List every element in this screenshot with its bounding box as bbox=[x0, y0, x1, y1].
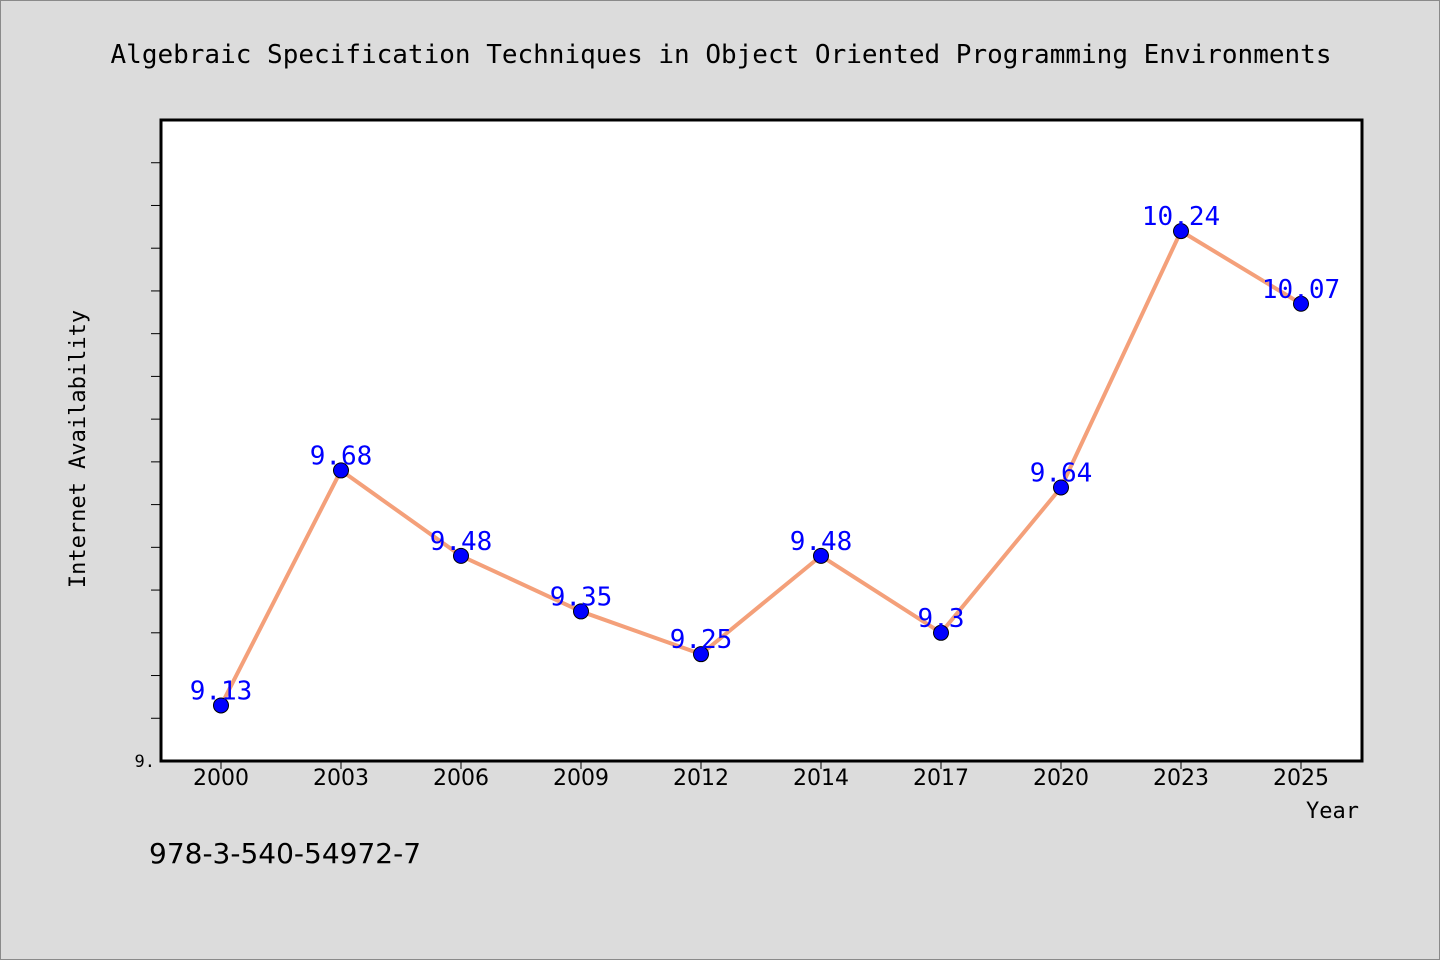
data-label: 10.07 bbox=[1262, 275, 1340, 305]
data-label: 9.64 bbox=[1030, 459, 1093, 489]
data-point bbox=[1053, 479, 1069, 496]
x-tick-label: 2012 bbox=[673, 766, 729, 791]
y-axis-ticks: 9. bbox=[135, 162, 161, 772]
data-label: 9.13 bbox=[190, 676, 253, 706]
x-tick-label: 2020 bbox=[1033, 766, 1089, 791]
data-point bbox=[1173, 223, 1189, 240]
data-label: 9.68 bbox=[310, 441, 373, 471]
data-label: 10.24 bbox=[1142, 202, 1220, 232]
y-axis-label: Internet Availability bbox=[66, 310, 91, 588]
x-tick-label: 2006 bbox=[433, 766, 489, 791]
data-point bbox=[933, 624, 949, 641]
data-label: 9.48 bbox=[430, 527, 493, 557]
series-line bbox=[219, 229, 1303, 708]
data-label: 9.3 bbox=[918, 604, 965, 634]
data-label: 9.35 bbox=[550, 582, 613, 612]
data-point bbox=[333, 462, 349, 479]
data-point bbox=[573, 603, 589, 620]
chart-title: Algebraic Specification Techniques in Ob… bbox=[111, 40, 1332, 70]
data-point bbox=[693, 646, 709, 663]
data-label: 9.25 bbox=[670, 625, 733, 655]
x-tick-label: 2000 bbox=[193, 766, 249, 791]
footer-isbn: 978-3-540-54972-7 bbox=[149, 837, 421, 870]
x-tick-label: 2014 bbox=[793, 766, 849, 791]
x-axis-label: Year bbox=[1306, 799, 1359, 824]
x-tick-label: 2009 bbox=[553, 766, 609, 791]
data-point bbox=[213, 697, 229, 714]
data-label: 9.48 bbox=[790, 527, 853, 557]
x-tick-label: 2025 bbox=[1273, 766, 1329, 791]
y-tick-label: 9. bbox=[135, 752, 155, 772]
x-tick-label: 2017 bbox=[913, 766, 969, 791]
series-internet-availability: 9.13 9.68 9.48 9.35 9.25 9.48 9.3 9.64 10.24 10.0… bbox=[190, 202, 1340, 714]
data-point bbox=[453, 547, 469, 564]
x-tick-label: 2023 bbox=[1153, 766, 1209, 791]
x-tick-label: 2003 bbox=[313, 766, 369, 791]
x-axis-ticks: 2000 2003 2006 2009 2012 2014 2017 2020 2023 2025 bbox=[193, 761, 1329, 791]
data-point bbox=[813, 547, 829, 564]
data-point bbox=[1293, 295, 1309, 312]
plot-area bbox=[159, 118, 1364, 763]
